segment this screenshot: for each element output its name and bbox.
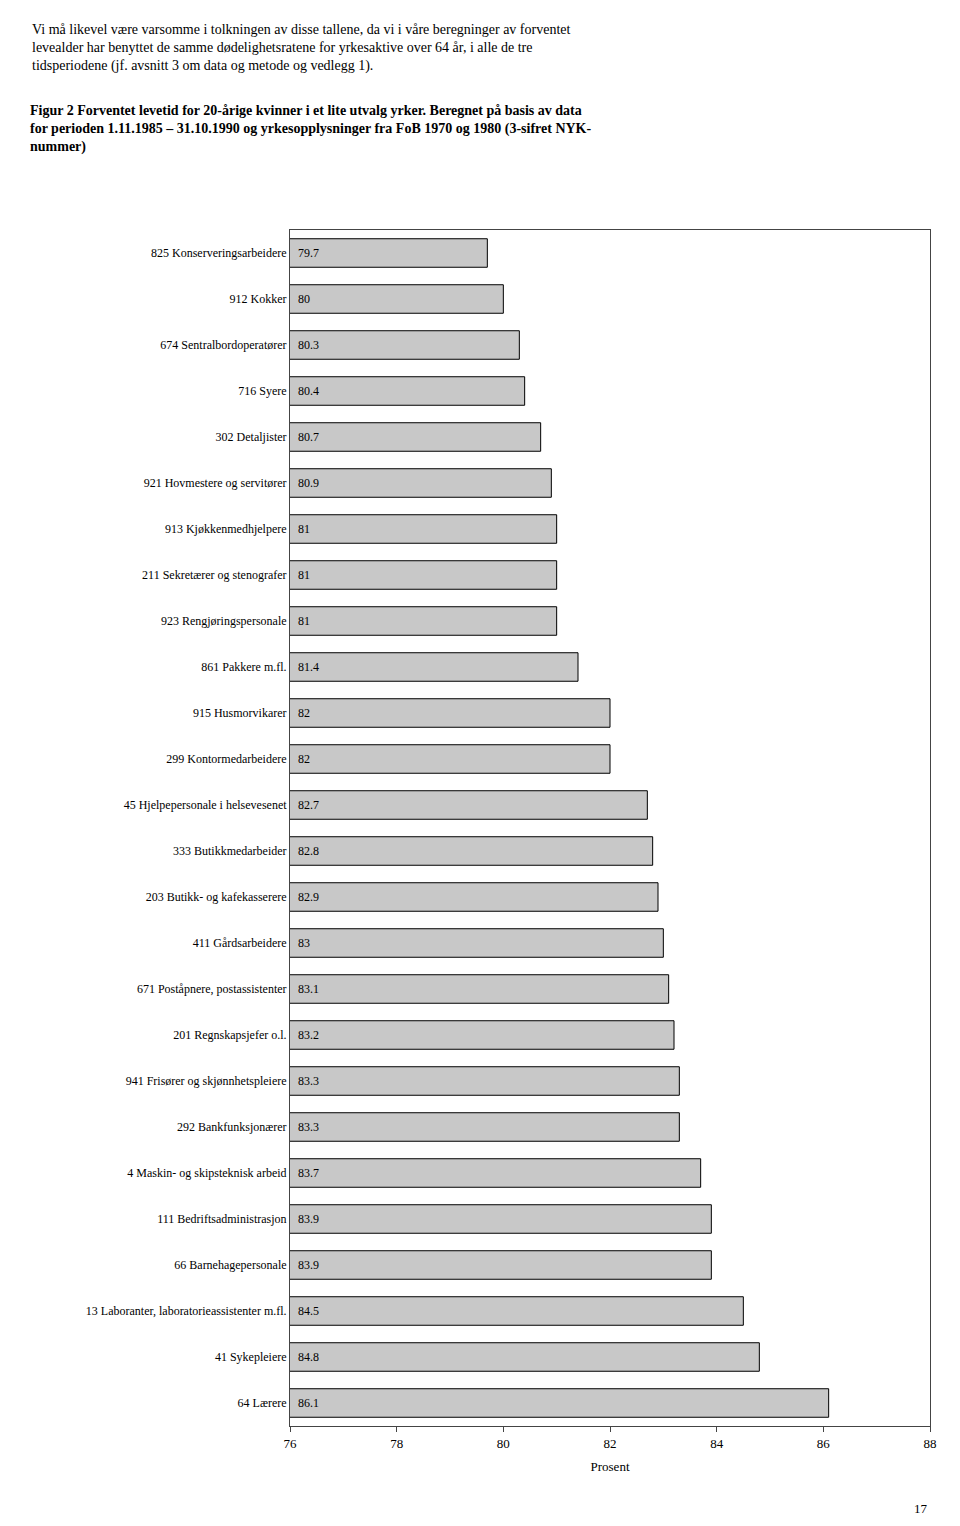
svg-text:83: 83 xyxy=(298,936,310,950)
svg-text:83.9: 83.9 xyxy=(298,1212,319,1226)
svg-text:78: 78 xyxy=(390,1436,403,1451)
svg-text:Figur 2 Forventet levetid for: Figur 2 Forventet levetid for 20-årige k… xyxy=(30,103,591,155)
svg-text:861 Pakkere m.fl.: 861 Pakkere m.fl. xyxy=(201,660,286,674)
svg-text:716 Syere: 716 Syere xyxy=(238,384,286,398)
svg-text:Prosent: Prosent xyxy=(591,1459,630,1474)
svg-text:671 Poståpnere, postassistente: 671 Poståpnere, postassistenter xyxy=(137,982,287,996)
svg-text:302 Detaljister: 302 Detaljister xyxy=(216,430,287,444)
svg-text:111 Bedriftsadministrasjon: 111 Bedriftsadministrasjon xyxy=(157,1212,286,1226)
svg-text:83.7: 83.7 xyxy=(298,1166,319,1180)
svg-text:203 Butikk- og kafekasserere: 203 Butikk- og kafekasserere xyxy=(146,890,287,904)
svg-text:86.1: 86.1 xyxy=(298,1396,319,1410)
svg-text:211 Sekretærer og stenografer: 211 Sekretærer og stenografer xyxy=(142,568,287,582)
svg-text:64 Lærere: 64 Lærere xyxy=(238,1396,287,1410)
svg-text:292 Bankfunksjonærer: 292 Bankfunksjonærer xyxy=(177,1120,287,1134)
svg-text:82.9: 82.9 xyxy=(298,890,319,904)
svg-text:84.8: 84.8 xyxy=(298,1350,319,1364)
svg-text:17: 17 xyxy=(914,1501,928,1516)
svg-text:674 Sentralbordoperatører: 674 Sentralbordoperatører xyxy=(160,338,286,352)
svg-text:80.9: 80.9 xyxy=(298,476,319,490)
svg-text:82: 82 xyxy=(298,752,310,766)
svg-text:83.3: 83.3 xyxy=(298,1074,319,1088)
svg-text:299 Kontormedarbeidere: 299 Kontormedarbeidere xyxy=(166,752,286,766)
svg-text:825 Konserveringsarbeidere: 825 Konserveringsarbeidere xyxy=(151,246,287,260)
svg-text:941 Frisører og skjønnhetsplei: 941 Frisører og skjønnhetspleiere xyxy=(126,1074,287,1088)
svg-text:80.7: 80.7 xyxy=(298,430,319,444)
svg-text:88: 88 xyxy=(924,1436,937,1451)
svg-text:79.7: 79.7 xyxy=(298,246,319,260)
svg-text:81: 81 xyxy=(298,614,310,628)
svg-text:Vi må likevel være varsomme i: Vi må likevel være varsomme i tolkningen… xyxy=(32,22,570,74)
svg-text:80.3: 80.3 xyxy=(298,338,319,352)
svg-text:81.4: 81.4 xyxy=(298,660,319,674)
svg-text:921 Hovmestere og servitører: 921 Hovmestere og servitører xyxy=(144,476,287,490)
svg-text:912 Kokker: 912 Kokker xyxy=(230,292,287,306)
svg-text:80.4: 80.4 xyxy=(298,384,319,398)
svg-text:80: 80 xyxy=(497,1436,510,1451)
svg-text:4 Maskin- og skipsteknisk arbe: 4 Maskin- og skipsteknisk arbeid xyxy=(127,1166,286,1180)
svg-text:81: 81 xyxy=(298,568,310,582)
svg-text:915 Husmorvikarer: 915 Husmorvikarer xyxy=(193,706,287,720)
svg-text:84.5: 84.5 xyxy=(298,1304,319,1318)
svg-text:13 Laboranter, laboratorieassi: 13 Laboranter, laboratorieassistenter m.… xyxy=(86,1304,287,1318)
svg-text:84: 84 xyxy=(710,1436,724,1451)
svg-text:80: 80 xyxy=(298,292,310,306)
svg-text:82.8: 82.8 xyxy=(298,844,319,858)
svg-text:83.1: 83.1 xyxy=(298,982,319,996)
svg-text:411 Gårdsarbeidere: 411 Gårdsarbeidere xyxy=(193,936,287,950)
svg-text:913 Kjøkkenmedhjelpere: 913 Kjøkkenmedhjelpere xyxy=(165,522,287,536)
svg-text:66 Barnehagepersonale: 66 Barnehagepersonale xyxy=(174,1258,286,1272)
svg-text:45 Hjelpepersonale i helsevese: 45 Hjelpepersonale i helsevesenet xyxy=(124,798,288,812)
svg-text:82.7: 82.7 xyxy=(298,798,319,812)
svg-text:81: 81 xyxy=(298,522,310,536)
svg-text:83.3: 83.3 xyxy=(298,1120,319,1134)
svg-text:82: 82 xyxy=(298,706,310,720)
svg-text:86: 86 xyxy=(817,1436,831,1451)
svg-text:41 Sykepleiere: 41 Sykepleiere xyxy=(215,1350,287,1364)
svg-text:76: 76 xyxy=(284,1436,298,1451)
svg-text:82: 82 xyxy=(604,1436,617,1451)
svg-text:83.2: 83.2 xyxy=(298,1028,319,1042)
svg-text:201 Regnskapsjefer o.l.: 201 Regnskapsjefer o.l. xyxy=(173,1028,286,1042)
svg-text:333 Butikkmedarbeider: 333 Butikkmedarbeider xyxy=(173,844,287,858)
svg-text:923 Rengjøringspersonale: 923 Rengjøringspersonale xyxy=(161,614,287,628)
svg-text:83.9: 83.9 xyxy=(298,1258,319,1272)
